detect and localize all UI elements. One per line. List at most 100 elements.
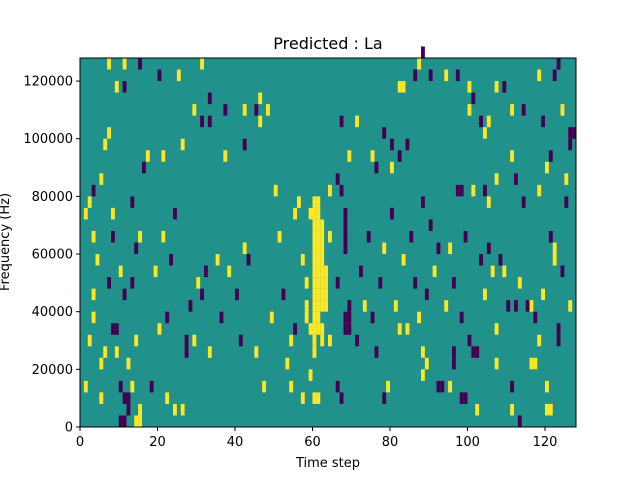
- heatmap-cell: [328, 184, 332, 197]
- heatmap-cell: [312, 323, 317, 335]
- heatmap-cell: [320, 288, 325, 301]
- heatmap-cell: [455, 184, 460, 197]
- heatmap-cell: [514, 300, 518, 312]
- heatmap-cell: [308, 207, 313, 220]
- chart-title: Predicted : La: [273, 34, 382, 53]
- heatmap-cell: [335, 277, 340, 289]
- heatmap-cell: [130, 277, 135, 289]
- heatmap-cell: [308, 369, 313, 381]
- heatmap-cell: [444, 300, 449, 312]
- heatmap-cell: [421, 369, 425, 381]
- heatmap-cell: [452, 277, 456, 289]
- heatmap-cell: [471, 346, 476, 358]
- heatmap-cell: [165, 311, 170, 324]
- heatmap-cell: [424, 288, 429, 301]
- heatmap-cell: [343, 207, 348, 220]
- heatmap-cell: [324, 288, 329, 301]
- heatmap-cell: [401, 254, 406, 266]
- heatmap-cell: [355, 334, 360, 347]
- heatmap-cell: [541, 115, 546, 128]
- y-tick-label: 80000: [32, 190, 73, 205]
- heatmap-cell: [235, 288, 239, 301]
- heatmap-cell: [556, 334, 561, 347]
- heatmap-cell: [421, 46, 425, 58]
- heatmap-cell: [312, 311, 317, 324]
- heatmap-cell: [479, 254, 484, 266]
- heatmap-cell: [378, 277, 383, 289]
- heatmap-cell: [343, 242, 348, 255]
- heatmap-cell: [541, 288, 546, 301]
- heatmap-cell: [126, 403, 131, 416]
- heatmap-cell: [312, 300, 317, 312]
- heatmap-cell: [510, 403, 515, 416]
- heatmap-cell: [316, 265, 321, 278]
- heatmap-cell: [200, 288, 205, 301]
- heatmap-cell: [262, 380, 267, 393]
- heatmap-cell: [343, 311, 348, 324]
- heatmap-cell: [397, 81, 402, 93]
- heatmap-cell: [316, 254, 321, 266]
- heatmap-cell: [521, 196, 526, 208]
- heatmap-cell: [192, 104, 197, 116]
- heatmap-cell: [134, 242, 139, 255]
- heatmap-cell: [339, 115, 344, 128]
- heatmap-cell: [204, 265, 208, 278]
- heatmap-cell: [87, 334, 92, 347]
- heatmap-cell: [448, 242, 453, 255]
- heatmap-cell: [537, 69, 542, 82]
- heatmap-cell: [312, 277, 317, 289]
- heatmap-cell: [134, 415, 139, 427]
- heatmap-cell: [560, 104, 565, 116]
- heatmap-cell: [316, 207, 321, 220]
- heatmap-cell: [328, 334, 332, 347]
- heatmap-cell: [122, 392, 127, 404]
- heatmap-cell: [483, 288, 487, 301]
- heatmap-cell: [254, 104, 259, 116]
- x-tick-label: 0: [76, 435, 84, 450]
- heatmap-cell: [428, 69, 433, 82]
- heatmap-cell: [382, 127, 387, 139]
- heatmap-cell: [122, 415, 127, 427]
- y-tick-label: 0: [65, 421, 73, 436]
- heatmap-cell: [99, 173, 104, 185]
- heatmap-cell: [130, 380, 135, 393]
- heatmap-cell: [467, 81, 472, 93]
- x-tick-label: 40: [227, 435, 244, 450]
- heatmap-cell: [316, 196, 321, 208]
- heatmap-cell: [510, 104, 515, 116]
- heatmap-cell: [432, 265, 437, 278]
- heatmap-cell: [219, 311, 224, 324]
- heatmap-cell: [316, 288, 321, 301]
- heatmap-cell: [320, 323, 325, 335]
- heatmap-cell: [114, 323, 119, 335]
- heatmap-cell: [223, 104, 228, 116]
- heatmap-cell: [153, 265, 158, 278]
- heatmap-cell: [126, 357, 131, 370]
- heatmap-cell: [242, 138, 247, 151]
- heatmap-cell: [490, 265, 495, 278]
- heatmap-cell: [370, 311, 375, 324]
- heatmap-cell: [343, 230, 348, 243]
- heatmap-cell: [215, 254, 220, 266]
- heatmap-cell: [91, 311, 96, 324]
- heatmap-cell: [401, 81, 406, 93]
- heatmap-cell: [545, 403, 549, 416]
- heatmap-cell: [165, 392, 170, 404]
- heatmap-cell: [107, 127, 112, 139]
- heatmap-cell: [533, 357, 538, 370]
- heatmap-cell: [142, 161, 146, 174]
- heatmap-cell: [192, 334, 197, 347]
- heatmap-cell: [436, 380, 441, 393]
- x-tick-label: 20: [149, 435, 166, 450]
- heatmap-cell: [114, 81, 119, 93]
- heatmap-cell: [138, 415, 143, 427]
- heatmap-cell: [122, 288, 127, 301]
- heatmap-cell: [118, 265, 123, 278]
- heatmap-cell: [568, 127, 573, 139]
- heatmap-cell: [320, 242, 325, 255]
- heatmap-cell: [436, 242, 441, 255]
- plot-frame: [79, 57, 577, 428]
- heatmap-cell: [99, 392, 104, 404]
- heatmap-cell: [471, 184, 476, 197]
- heatmap-cell: [552, 69, 557, 82]
